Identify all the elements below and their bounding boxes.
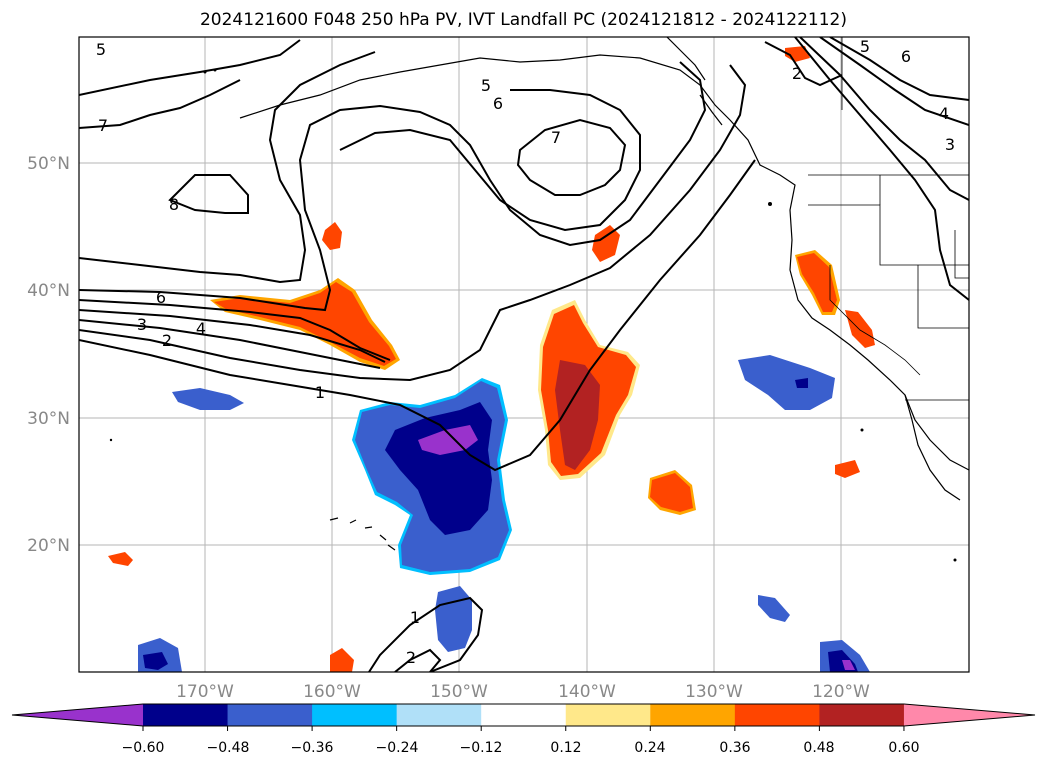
colorbar-tick-label: 0.12	[550, 740, 581, 756]
political-borders	[808, 37, 969, 401]
colorbar-tick-label: 0.36	[719, 740, 750, 756]
pv-contour-label: 7	[98, 116, 108, 135]
island-markers	[109, 68, 957, 562]
colorbar-extend-min	[12, 704, 143, 726]
lon-label: 120°W	[812, 682, 870, 702]
map-title: 2024121600 F048 250 hPa PV, IVT Landfall…	[199, 10, 847, 30]
pv-contour-label: 8	[169, 195, 179, 214]
colorbar-segment	[819, 704, 905, 726]
colorbar-segment	[565, 704, 651, 726]
colorbar-tick-label: −0.24	[376, 740, 419, 756]
colorbar-segment	[227, 704, 313, 726]
colorbar-segment	[143, 704, 229, 726]
pv-contour-label: 2	[162, 331, 172, 350]
lon-label: 170°W	[176, 682, 234, 702]
ivt-positive-anomalies	[108, 46, 875, 672]
pv-contour-label: 7	[551, 128, 561, 147]
pv-contour-label: 3	[945, 135, 955, 154]
pv-contour-label: 1	[410, 608, 420, 627]
pv-contour-label: 2	[792, 64, 802, 83]
pv-contour-label: 5	[96, 40, 106, 59]
pv-contours	[79, 37, 969, 672]
latitude-labels: 50°N 40°N 30°N 20°N	[27, 154, 70, 556]
colorbar	[11, 703, 1036, 731]
pv-contour-label: 6	[901, 47, 911, 66]
colorbar-tick-label: 0.60	[888, 740, 919, 756]
pv-contour-label: 6	[156, 288, 166, 307]
lat-label: 50°N	[27, 154, 70, 174]
pv-contour-label: 3	[137, 315, 147, 334]
pv-contour-label: 6	[493, 94, 503, 113]
colorbar-tick-labels: −0.60 −0.48 −0.36 −0.24 −0.12 0.12 0.24 …	[122, 740, 920, 756]
lat-label: 30°N	[27, 409, 70, 429]
colorbar-tick-label: 0.24	[634, 740, 665, 756]
colorbar-segment	[396, 704, 482, 726]
colorbar-tick-label: −0.60	[122, 740, 165, 756]
colorbar-segment	[650, 704, 736, 726]
pv-contour-label: 4	[939, 104, 949, 123]
lat-label: 20°N	[27, 536, 70, 556]
colorbar-tick-label: −0.12	[460, 740, 503, 756]
colorbar-segment	[734, 704, 820, 726]
colorbar-tick-label: −0.48	[207, 740, 250, 756]
ivt-negative-anomalies	[138, 355, 870, 672]
colorbar-segment	[312, 704, 398, 726]
pv-contour-label: 2	[406, 648, 416, 667]
pv-contour-label: 5	[860, 37, 870, 56]
pv-contour-labels: 5 7 8 6 3 4 2 1 5 6 7 5 6 2 4 3 1 2	[96, 37, 955, 667]
colorbar-tick-label: 0.48	[803, 740, 834, 756]
colorbar-segment	[481, 704, 567, 726]
lon-label: 130°W	[685, 682, 743, 702]
coastlines	[239, 37, 969, 551]
lon-label: 150°W	[430, 682, 488, 702]
lat-label: 40°N	[27, 281, 70, 301]
pv-contour-label: 5	[481, 76, 491, 95]
lon-label: 140°W	[558, 682, 616, 702]
lon-label: 160°W	[303, 682, 361, 702]
map-frame	[78, 36, 970, 673]
colorbar-extend-max	[903, 704, 1035, 726]
pv-contour-label: 1	[315, 383, 325, 402]
longitude-labels: 170°W 160°W 150°W 140°W 130°W 120°W	[176, 682, 870, 702]
colorbar-tick-label: −0.36	[291, 740, 334, 756]
pv-contour-label: 4	[196, 319, 206, 338]
map-panel	[79, 37, 969, 672]
